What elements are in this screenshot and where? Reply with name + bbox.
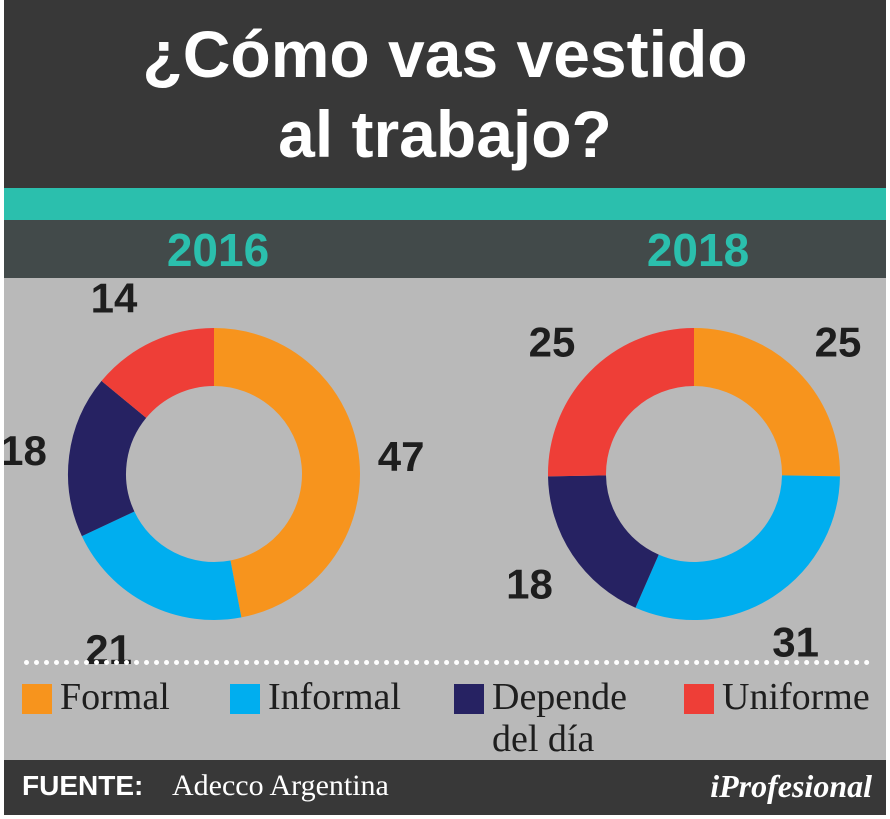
slice-2018-depende-del-dia	[548, 474, 660, 608]
data-label-2018-depende-del-dia: 18	[506, 561, 553, 608]
donut-charts: 47 21 18 14 25 31 18 25	[4, 274, 861, 673]
legend-swatch-informal	[230, 684, 260, 714]
slice-2016-uniforme	[101, 328, 215, 419]
data-label-2016-depende-del-dia: 18	[4, 427, 47, 474]
accent-bar	[4, 188, 886, 220]
slice-2016-informal	[81, 510, 242, 620]
title-line-2: al trabajo?	[278, 97, 612, 171]
dotted-divider	[24, 660, 870, 665]
legend-swatch-formal	[22, 684, 52, 714]
header: ¿Cómo vas vestido al trabajo?	[4, 0, 886, 188]
data-label-2016-informal: 21	[85, 626, 132, 673]
slice-2016-formal	[213, 328, 360, 618]
slice-2018-uniforme	[548, 328, 695, 477]
legend-label-formal: Formal	[60, 676, 170, 718]
infographic: ¿Cómo vas vestido al trabajo? 2016 2018 …	[4, 0, 886, 815]
source-label: FUENTE:	[22, 770, 144, 801]
data-label-2018-uniforme: 25	[529, 319, 576, 366]
slice-2016-depende-del-dia	[68, 380, 147, 537]
page-title: ¿Cómo vas vestido al trabajo?	[4, 14, 886, 174]
chart-title-2016: 2016	[166, 224, 270, 276]
legend-label-depende: Depende del día	[492, 676, 672, 760]
title-line-1: ¿Cómo vas vestido	[142, 17, 748, 91]
slice-2018-formal	[693, 328, 840, 477]
slice-2018-informal	[635, 474, 840, 620]
legend-label-depende-line1: Depende	[492, 676, 628, 718]
chart-title-2018: 2018	[646, 224, 750, 276]
year-bar: 2016 2018	[4, 220, 886, 278]
data-label-2016-formal: 47	[378, 433, 425, 480]
data-label-2016-uniforme: 14	[91, 274, 138, 321]
donut-chart-2018: 25 31 18 25	[506, 319, 861, 666]
source-name: Adecco Argentina	[172, 769, 389, 802]
legend-swatch-uniforme	[684, 684, 714, 714]
footer: FUENTE: Adecco Argentina iProfesional	[4, 760, 886, 815]
donut-chart-2016: 47 21 18 14	[4, 274, 425, 673]
legend-label-informal: Informal	[268, 676, 401, 718]
data-label-2018-informal: 31	[772, 619, 819, 666]
legend-label-depende-line2: del día	[492, 718, 595, 760]
data-label-2018-formal: 25	[815, 319, 862, 366]
brand-logo: iProfesional	[710, 768, 872, 804]
legend-label-uniforme: Uniforme	[722, 676, 870, 718]
legend-swatch-depende	[454, 684, 484, 714]
